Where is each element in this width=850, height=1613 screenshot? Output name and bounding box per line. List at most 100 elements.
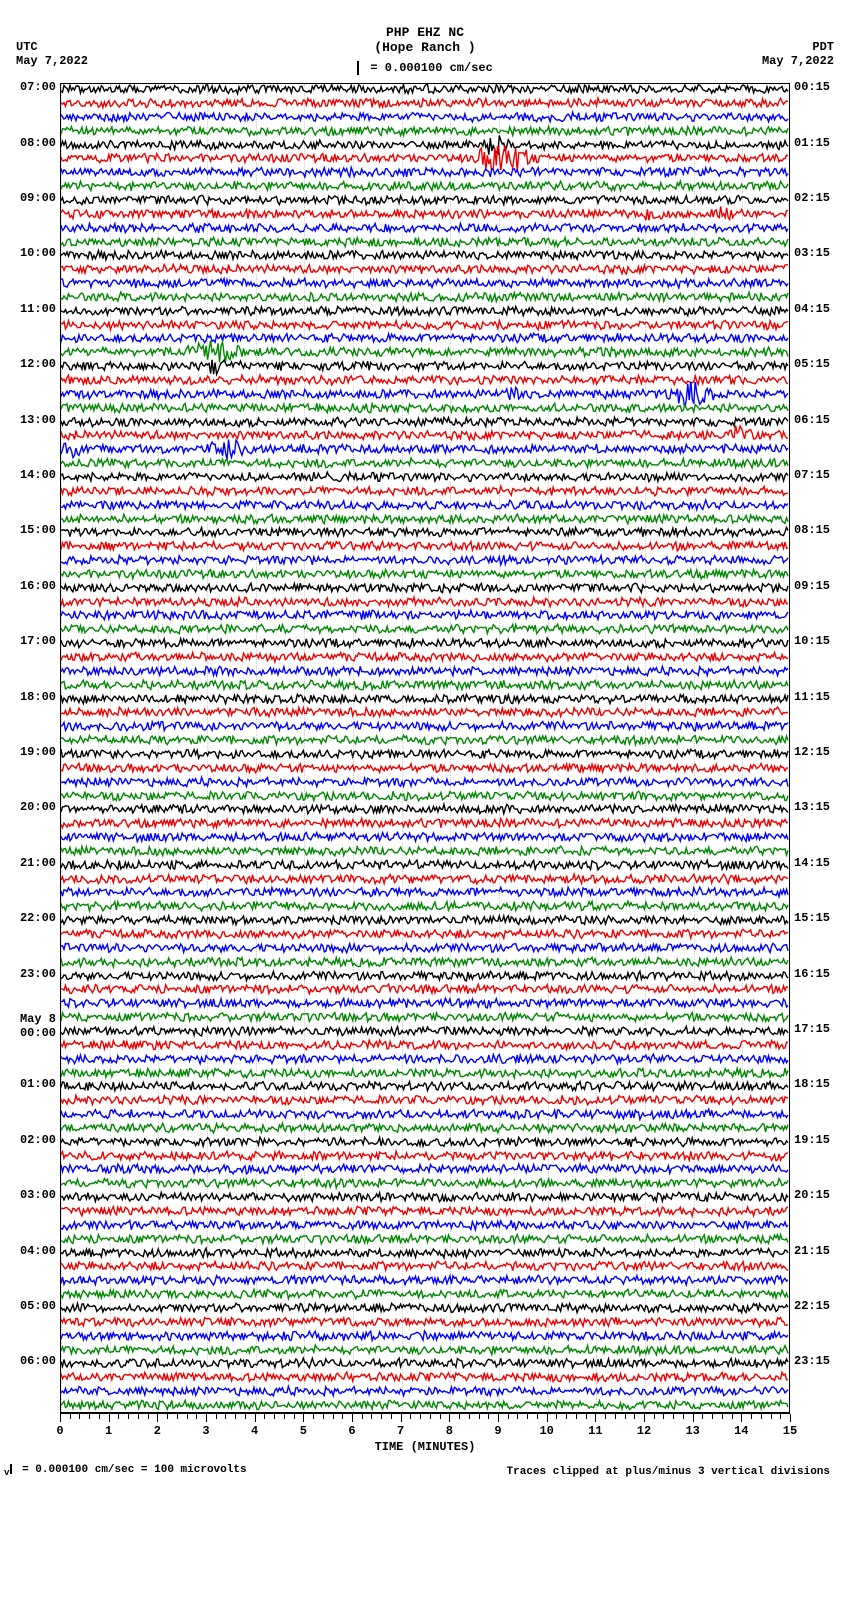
x-tick-label: 12 [637,1424,651,1438]
pdt-time-label: 02:15 [790,191,830,205]
footer: v = 0.000100 cm/sec = 100 microvolts Tra… [0,1454,850,1484]
x-tick [498,1414,499,1422]
utc-time-label: 12:00 [20,357,60,371]
pdt-time-label: 14:15 [790,856,830,870]
x-tick-minor [294,1414,295,1419]
pdt-time-label: 09:15 [790,579,830,593]
utc-time-label: 17:00 [20,634,60,648]
station-name: (Hope Ranch ) [0,40,850,55]
x-tick [547,1414,548,1422]
x-tick-minor [761,1414,762,1419]
x-tick [595,1414,596,1422]
x-tick-minor [722,1414,723,1419]
x-tick [352,1414,353,1422]
tz-right-label: PDT [762,40,834,54]
x-tick [157,1414,158,1422]
x-tick-minor [517,1414,518,1419]
x-tick-minor [459,1414,460,1419]
x-tick-minor [362,1414,363,1419]
utc-time-label: 10:00 [20,246,60,260]
pdt-time-label: 22:15 [790,1299,830,1313]
x-tick-minor [663,1414,664,1419]
pdt-time-label: 21:15 [790,1244,830,1258]
seismogram-plot [60,83,790,1413]
footer-left-text: = 0.000100 cm/sec = 100 microvolts [22,1464,246,1476]
tz-left-label: UTC [16,40,88,54]
utc-time-label: 02:00 [20,1133,60,1147]
seismogram-page: UTC May 7,2022 PDT May 7,2022 PHP EHZ NC… [0,0,850,1484]
utc-time-label: 09:00 [20,191,60,205]
x-tick-minor [264,1414,265,1419]
x-tick-label: 7 [397,1424,404,1438]
pdt-time-label: 00:15 [790,80,830,94]
x-tick [693,1414,694,1422]
x-tick-minor [138,1414,139,1419]
station-id: PHP EHZ NC [0,25,850,40]
x-tick [449,1414,450,1422]
utc-time-label: 20:00 [20,800,60,814]
x-tick-label: 6 [348,1424,355,1438]
pdt-time-label: 19:15 [790,1133,830,1147]
x-tick-minor [683,1414,684,1419]
utc-time-label: 03:00 [20,1188,60,1202]
utc-time-label: 21:00 [20,856,60,870]
footer-left: v = 0.000100 cm/sec = 100 microvolts [4,1464,247,1478]
x-tick-label: 0 [56,1424,63,1438]
x-tick-minor [371,1414,372,1419]
seismic-trace [61,1393,789,1413]
x-tick-minor [673,1414,674,1419]
x-tick-minor [634,1414,635,1419]
pdt-time-label: 18:15 [790,1077,830,1091]
tz-right-date: May 7,2022 [762,54,834,68]
footer-right-text: Traces clipped at plus/minus 3 vertical … [507,1466,830,1478]
pdt-time-label: 03:15 [790,246,830,260]
x-tick-label: 10 [539,1424,553,1438]
x-tick [644,1414,645,1422]
x-tick-minor [556,1414,557,1419]
x-tick-minor [79,1414,80,1419]
x-tick-minor [780,1414,781,1419]
tz-right: PDT May 7,2022 [762,40,834,68]
pdt-time-label: 13:15 [790,800,830,814]
utc-time-label: 16:00 [20,579,60,593]
utc-time-label: 04:00 [20,1244,60,1258]
x-tick-minor [313,1414,314,1419]
x-tick-label: 1 [105,1424,112,1438]
x-tick-minor [440,1414,441,1419]
utc-time-label: 07:00 [20,80,60,94]
pdt-time-label: 11:15 [790,690,830,704]
x-tick-minor [410,1414,411,1419]
tz-left: UTC May 7,2022 [16,40,88,68]
pdt-time-label: 23:15 [790,1354,830,1368]
utc-time-label: 19:00 [20,745,60,759]
scale-legend: = 0.000100 cm/sec [0,61,850,75]
x-tick-minor [702,1414,703,1419]
x-tick-minor [99,1414,100,1419]
x-tick [60,1414,61,1422]
x-tick [303,1414,304,1422]
plot-wrap: TIME (MINUTES) 0123456789101112131415 07… [60,83,790,1454]
pdt-time-label: 20:15 [790,1188,830,1202]
x-tick-minor [751,1414,752,1419]
x-tick-minor [333,1414,334,1419]
x-tick-label: 11 [588,1424,602,1438]
x-tick-label: 14 [734,1424,748,1438]
pdt-time-label: 15:15 [790,911,830,925]
x-tick-minor [732,1414,733,1419]
x-tick-minor [118,1414,119,1419]
x-tick-minor [284,1414,285,1419]
x-tick [741,1414,742,1422]
utc-time-label: 23:00 [20,967,60,981]
x-tick-minor [605,1414,606,1419]
x-tick-minor [420,1414,421,1419]
tz-left-date: May 7,2022 [16,54,88,68]
x-tick-minor [187,1414,188,1419]
pdt-time-label: 01:15 [790,136,830,150]
x-tick-minor [576,1414,577,1419]
x-tick-minor [654,1414,655,1419]
x-tick-minor [625,1414,626,1419]
x-tick-minor [148,1414,149,1419]
utc-time-label: 05:00 [20,1299,60,1313]
scale-bar-icon [357,61,359,75]
x-tick-minor [430,1414,431,1419]
